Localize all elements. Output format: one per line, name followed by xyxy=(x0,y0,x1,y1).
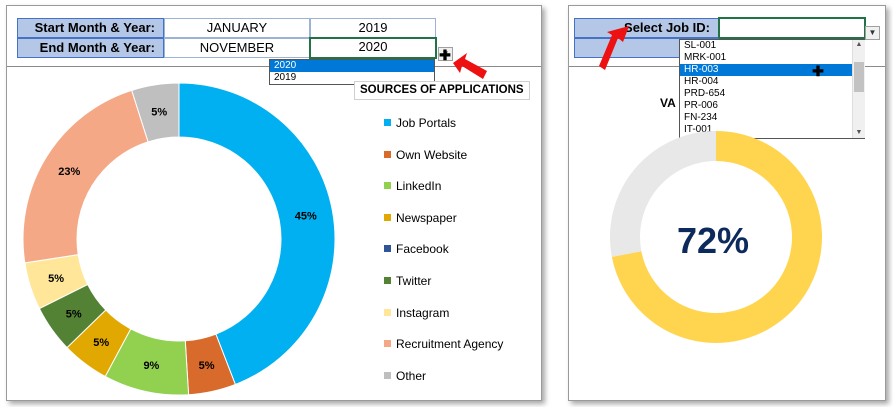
legend-swatch xyxy=(384,340,391,348)
gauge-value: 72% xyxy=(677,220,749,261)
data-label: 5% xyxy=(199,360,215,372)
divider xyxy=(7,66,269,67)
legend-swatch xyxy=(384,308,391,316)
donut-slice-recruitment-agency xyxy=(22,89,149,264)
legend-label: LinkedIn xyxy=(396,179,442,194)
legend-swatch xyxy=(384,119,391,126)
legend-title: SOURCES OF APPLICATIONS xyxy=(354,81,530,100)
legend-label: Recruitment Agency xyxy=(396,337,504,352)
job-id-dropdown-list[interactable]: SL-001 MRK-001 HR-003 HR-004 PRD-654 PR-006 FN… xyxy=(679,39,865,139)
legend-item: Newspaper xyxy=(384,211,457,225)
legend-swatch xyxy=(384,213,391,221)
donut-slice-other xyxy=(131,82,180,143)
legend-swatch xyxy=(384,277,391,284)
data-label: 45% xyxy=(295,210,317,222)
legend-label: Facebook xyxy=(396,242,449,257)
year-dropdown-list[interactable]: 2020 2019 xyxy=(269,59,435,85)
chevron-up-icon[interactable]: ▲ xyxy=(855,41,863,48)
legend-swatch xyxy=(384,371,391,379)
chevron-down-icon[interactable]: ▼ xyxy=(855,129,863,136)
plus-cursor-icon: ✚ xyxy=(439,47,451,63)
start-month-year-label: Start Month & Year: xyxy=(17,18,164,38)
legend-item: Instagram xyxy=(384,306,449,320)
card-title: VA xyxy=(660,96,676,110)
job-id-option[interactable]: PRD-654 xyxy=(684,88,726,99)
legend-swatch xyxy=(384,182,391,190)
year-option[interactable]: 2020 xyxy=(270,60,434,72)
legend-item: Facebook xyxy=(384,242,449,256)
legend-swatch xyxy=(384,150,391,158)
legend-label: Job Portals xyxy=(396,116,457,130)
red-arrow-icon xyxy=(599,26,629,70)
legend-item: LinkedIn xyxy=(384,179,441,193)
legend-label: Other xyxy=(396,368,427,383)
data-label: 5% xyxy=(48,273,64,285)
year-option[interactable]: 2019 xyxy=(274,72,297,83)
legend-label: Twitter xyxy=(396,274,432,288)
job-list-scrollbar[interactable]: ▲ ▼ xyxy=(852,40,865,138)
divider xyxy=(435,66,541,67)
donut-slice-job-portals xyxy=(178,82,336,386)
percentage-gauge-chart: 72% xyxy=(610,131,822,343)
job-id-option[interactable]: SL-001 xyxy=(684,40,717,51)
job-id-option[interactable]: HR-003 xyxy=(680,64,864,76)
gauge-remaining-segment xyxy=(610,131,716,257)
legend-swatch xyxy=(384,245,391,253)
data-label: 5% xyxy=(93,337,109,349)
source-dashboard-panel: Start Month & Year: JANUARY 2019 End Mon… xyxy=(6,5,542,401)
end-year-cell[interactable]: 2020 xyxy=(309,37,437,59)
job-dashboard-panel: Select Job ID: ▼ Job VA SL-001MRK-001HR-… xyxy=(568,5,886,401)
chevron-down-icon[interactable]: ▼ xyxy=(865,26,880,40)
legend-label: Instagram xyxy=(396,305,450,320)
plus-cursor-icon: ✚ xyxy=(812,63,824,79)
legend-item: Recruitment Agency xyxy=(384,337,503,351)
legend-item: Twitter xyxy=(384,274,431,288)
sources-donut-chart: 45% 5% 9% 5% 5% 5% 23% 5% xyxy=(22,82,336,396)
legend-item: Other xyxy=(384,369,426,383)
legend-label: Newspaper xyxy=(396,210,457,225)
legend-item: Job Portals xyxy=(384,116,456,130)
data-label: 9% xyxy=(143,360,159,372)
data-label: 5% xyxy=(66,309,82,321)
legend-label: Own Website xyxy=(396,147,468,162)
job-id-option[interactable]: FN-234 xyxy=(684,112,718,123)
data-label: 5% xyxy=(151,107,167,119)
legend-item: Own Website xyxy=(384,148,467,162)
scrollbar-thumb[interactable] xyxy=(854,62,864,92)
job-id-option[interactable]: PR-006 xyxy=(684,100,718,111)
job-id-option[interactable]: HR-004 xyxy=(684,76,719,87)
end-month-cell[interactable]: NOVEMBER xyxy=(164,38,310,58)
red-arrow-icon xyxy=(453,53,487,79)
start-month-cell[interactable]: JANUARY xyxy=(164,18,310,38)
job-id-option[interactable]: IT-001 xyxy=(684,124,713,135)
data-label: 23% xyxy=(58,166,80,178)
chevron-down-icon[interactable]: ▼ xyxy=(438,47,453,61)
end-month-year-label: End Month & Year: xyxy=(17,38,164,58)
start-year-cell[interactable]: 2019 xyxy=(310,18,436,38)
job-id-option[interactable]: MRK-001 xyxy=(684,52,727,63)
